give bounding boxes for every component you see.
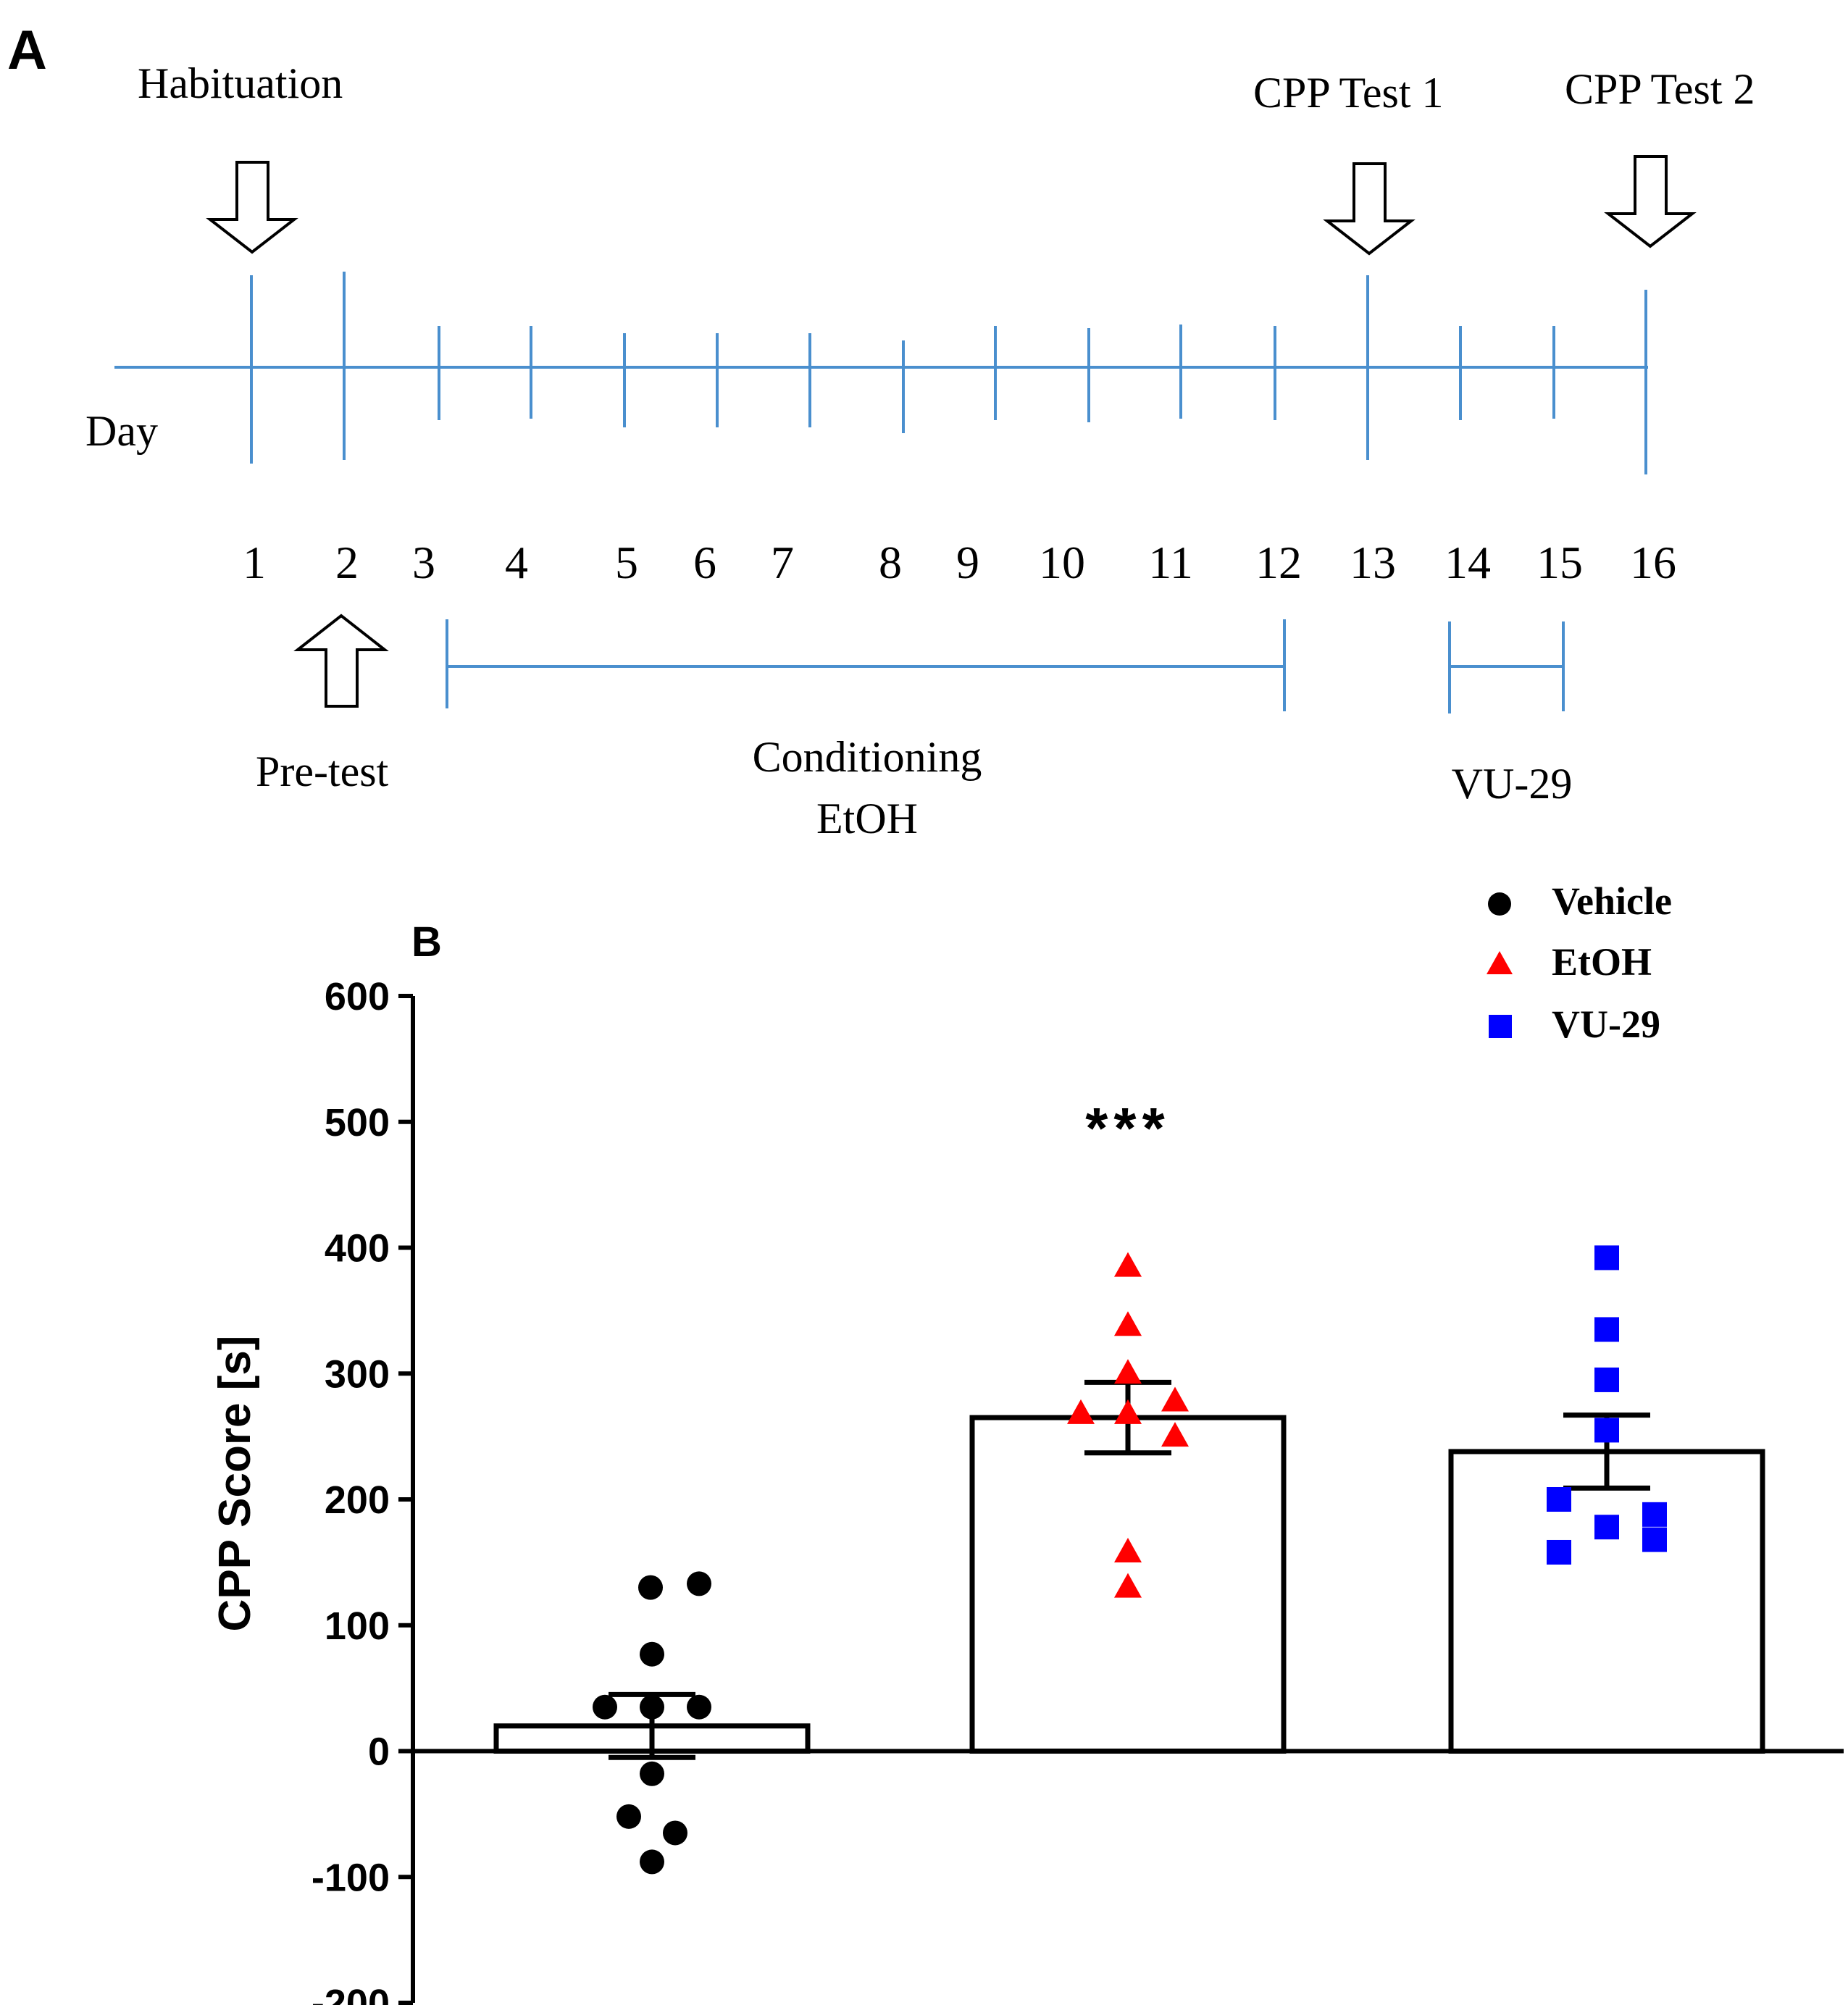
panel-a-label: A — [7, 20, 47, 81]
point-vu-29 — [1594, 1515, 1619, 1540]
point-etoh — [1114, 1573, 1142, 1598]
vu29-bracket — [1448, 621, 1565, 713]
point-etoh — [1161, 1422, 1189, 1447]
day-label-5: 5 — [615, 537, 638, 588]
legend-vu29-marker — [1489, 1015, 1512, 1038]
day-label-1: 1 — [243, 537, 266, 588]
y-tick-label: 300 — [325, 1352, 390, 1396]
point-vehicle — [638, 1575, 663, 1600]
day-label-8: 8 — [879, 537, 902, 588]
y-tick-label: -100 — [312, 1856, 390, 1899]
y-tick-label: 500 — [325, 1101, 390, 1144]
legend-vehicle-label: Vehicle — [1552, 879, 1672, 923]
day-label-3: 3 — [412, 537, 435, 588]
day-label-12: 12 — [1255, 537, 1302, 588]
y-axis-title: CPP Score [s] — [210, 1336, 260, 1632]
point-etoh — [1114, 1311, 1142, 1336]
significance-marker: *** — [1085, 1096, 1170, 1160]
day-label-4: 4 — [505, 537, 528, 588]
day-label-13: 13 — [1350, 537, 1396, 588]
point-vehicle — [640, 1849, 664, 1875]
point-etoh — [1161, 1386, 1189, 1412]
point-vehicle — [616, 1804, 641, 1829]
day-axis-label: Day — [85, 407, 158, 455]
point-vu-29 — [1594, 1367, 1619, 1392]
point-vu-29 — [1642, 1502, 1667, 1527]
day-label-6: 6 — [693, 537, 716, 588]
etoh-conditioning-label: EtOH — [816, 795, 918, 842]
pre-test-label: Pre-test — [256, 748, 389, 795]
habituation-label: Habituation — [138, 59, 343, 107]
y-tick-label: 600 — [325, 975, 390, 1018]
bars — [493, 1379, 1765, 1760]
point-vu-29 — [1594, 1317, 1619, 1342]
conditioning-bracket — [446, 619, 1286, 711]
point-vu-29 — [1547, 1539, 1571, 1565]
pre-test-arrow-icon — [293, 614, 389, 708]
day-label-10: 10 — [1039, 537, 1085, 588]
point-vehicle — [640, 1641, 664, 1667]
point-vu-29 — [1594, 1418, 1619, 1443]
legend-etoh-label: EtOH — [1552, 940, 1652, 984]
point-vehicle — [663, 1820, 687, 1846]
point-vu-29 — [1642, 1527, 1667, 1552]
legend-etoh-marker — [1487, 951, 1513, 974]
y-tick-label: 0 — [368, 1730, 390, 1774]
cpp-test-1-arrow-icon — [1323, 162, 1416, 256]
point-etoh — [1114, 1252, 1142, 1277]
day-label-7: 7 — [771, 537, 794, 588]
point-etoh — [1114, 1399, 1142, 1424]
day-label-15: 15 — [1536, 537, 1583, 588]
habituation-arrow-icon — [206, 161, 298, 254]
timeline — [114, 272, 1648, 474]
legend: Vehicle EtOH VU-29 — [1487, 879, 1672, 1046]
y-tick-label: 200 — [325, 1478, 390, 1522]
day-label-11: 11 — [1148, 537, 1193, 588]
y-tick-label: -200 — [312, 1982, 390, 2005]
point-vu-29 — [1594, 1245, 1619, 1271]
conditioning-label: Conditioning — [753, 733, 982, 781]
point-vehicle — [687, 1571, 711, 1596]
day-numbers: 1 2 3 4 5 6 7 8 9 10 11 12 13 14 15 16 — [243, 537, 1676, 588]
y-tick-label: 100 — [325, 1604, 390, 1648]
day-label-14: 14 — [1444, 537, 1491, 588]
day-label-16: 16 — [1630, 537, 1676, 588]
bar-vu-29 — [1448, 1449, 1765, 1754]
y-tick-label: 400 — [325, 1227, 390, 1271]
cpp-test-2-arrow-icon — [1604, 155, 1697, 248]
data-points — [593, 1245, 1667, 1875]
point-vehicle — [640, 1761, 664, 1786]
point-vehicle — [640, 1694, 664, 1720]
cpp-test-1-label: CPP Test 1 — [1253, 69, 1444, 117]
day-label-9: 9 — [956, 537, 979, 588]
cpp-test-2-label: CPP Test 2 — [1565, 65, 1755, 113]
vu29-phase-label: VU-29 — [1452, 760, 1573, 808]
point-etoh — [1114, 1537, 1142, 1562]
legend-vu29-label: VU-29 — [1552, 1002, 1660, 1046]
legend-vehicle-marker — [1488, 892, 1511, 916]
day-label-2: 2 — [335, 537, 359, 588]
panel-b-label: B — [411, 918, 442, 966]
point-vu-29 — [1547, 1487, 1571, 1512]
point-vehicle — [593, 1694, 617, 1720]
point-etoh — [1114, 1359, 1142, 1384]
point-etoh — [1067, 1399, 1095, 1424]
point-vehicle — [687, 1694, 711, 1720]
